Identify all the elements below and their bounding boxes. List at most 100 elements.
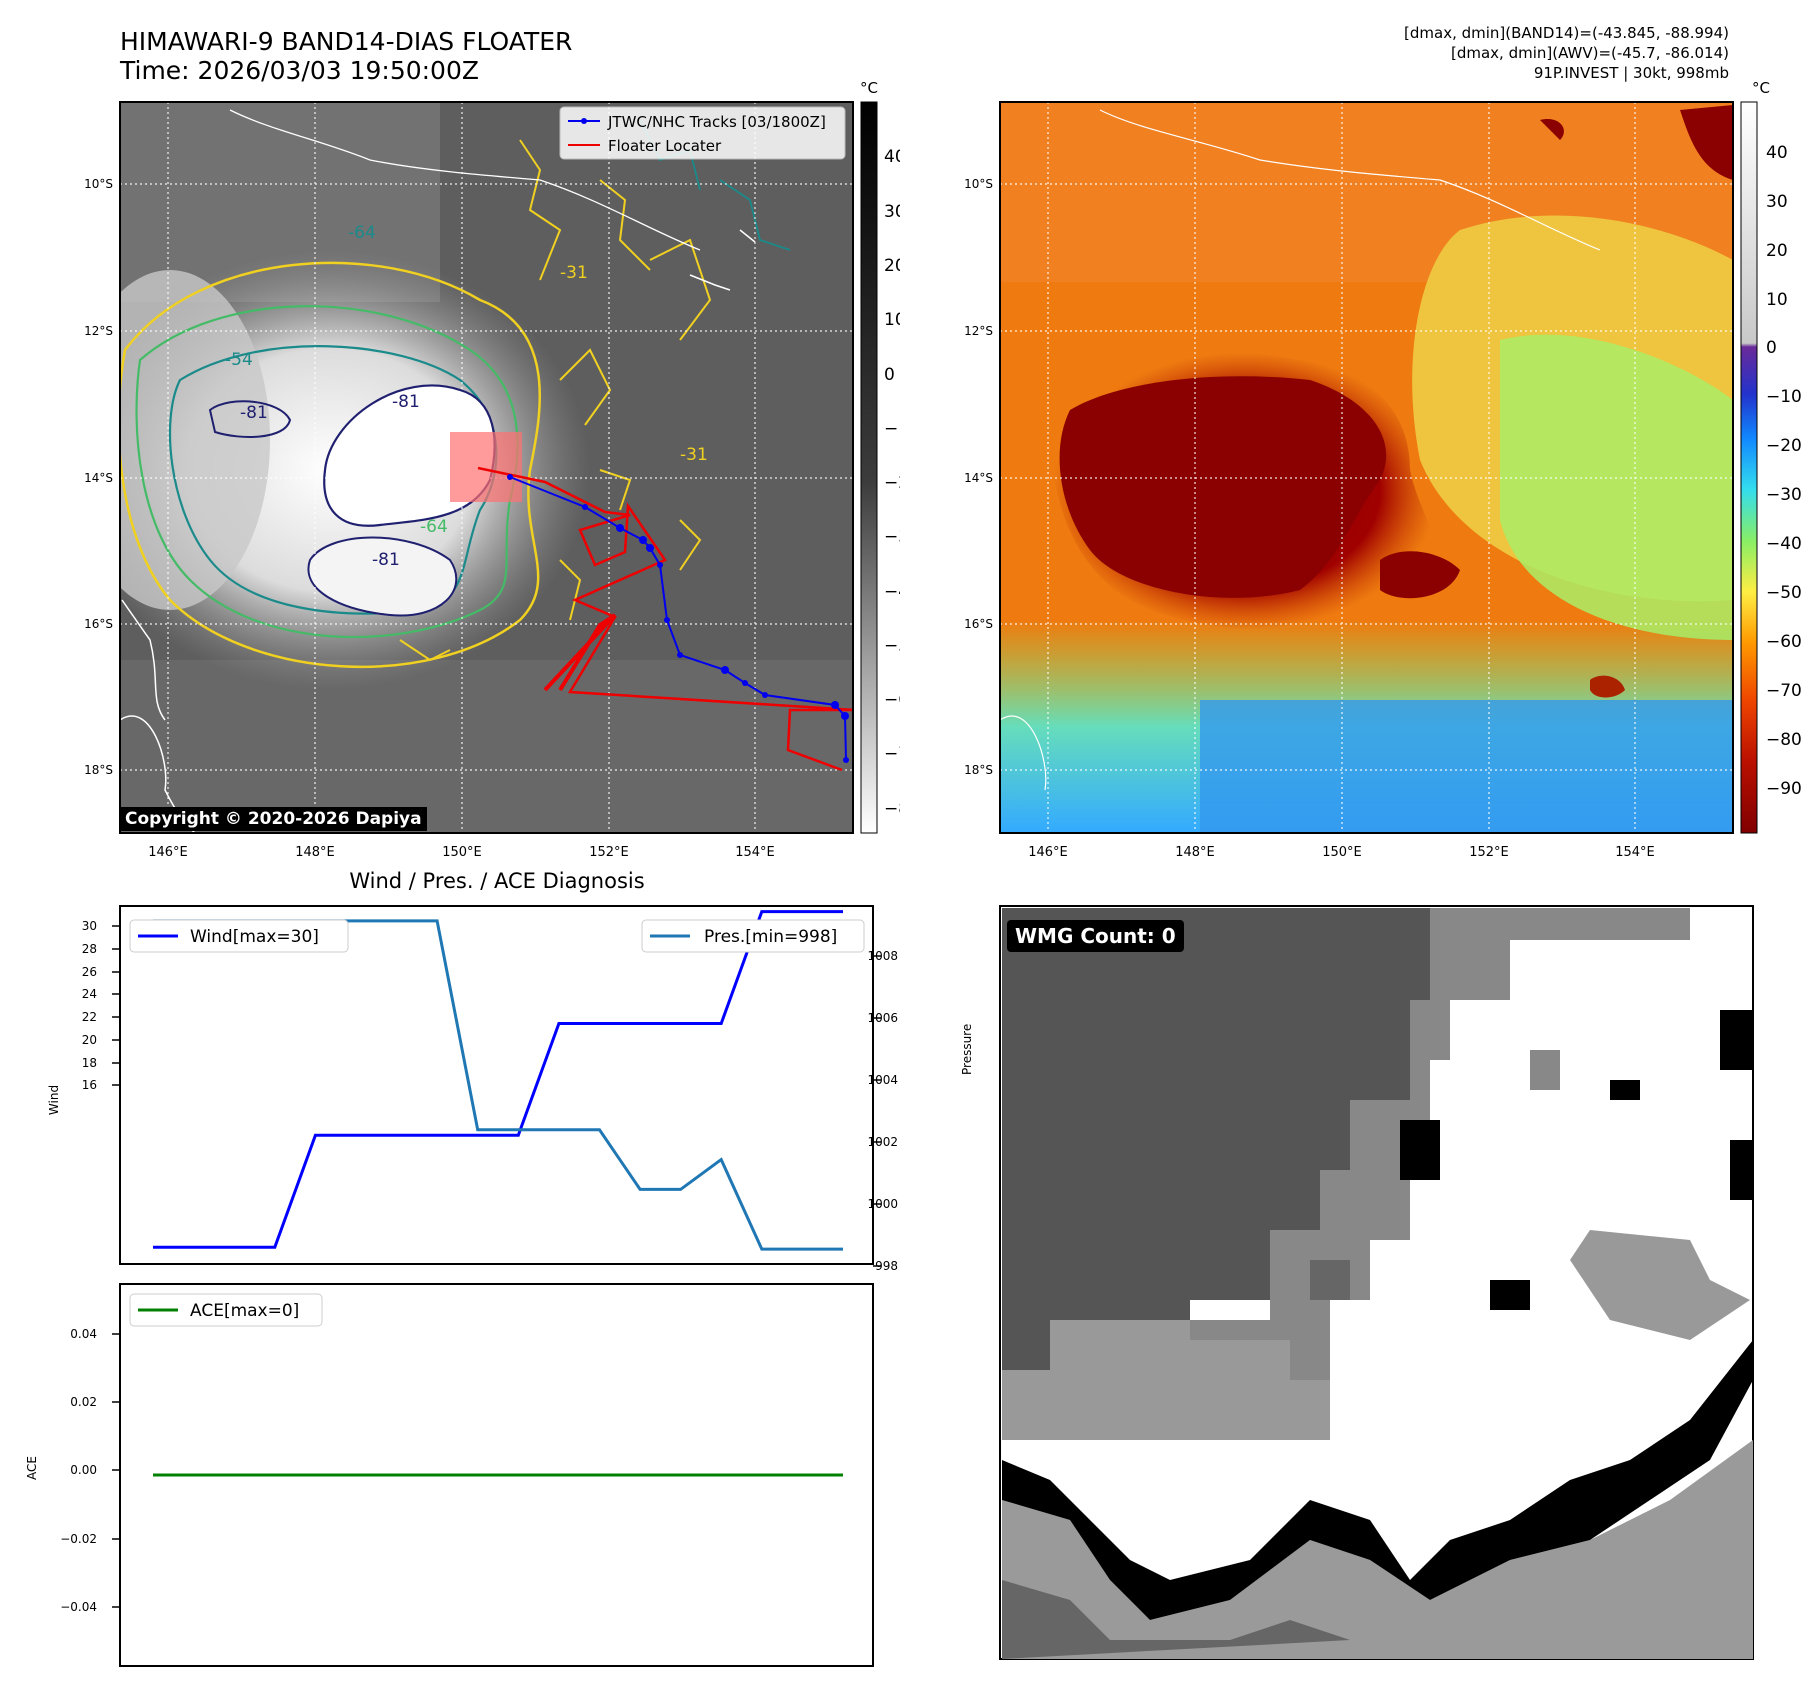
- pres-tick: 1000: [867, 1197, 898, 1211]
- colorbar-tick: −70: [1766, 681, 1802, 701]
- contour-navy-south: [307, 536, 458, 617]
- wind-tick: 20: [82, 1033, 97, 1047]
- wind-tick: 24: [82, 987, 97, 1001]
- colorbar-tick: −70: [884, 744, 900, 764]
- colorbar-tick: −90: [1766, 779, 1802, 799]
- enhanced-lon-labels: 146°E 148°E 150°E 152°E 154°E: [1028, 845, 1655, 860]
- colorbar-tick: −30: [1766, 485, 1802, 505]
- colorbar-tick: 0: [884, 365, 895, 385]
- contour-label: -31: [560, 263, 588, 283]
- legend-locater-label: Floater Locater: [608, 137, 722, 155]
- wind-legend: [129, 919, 349, 953]
- contour-label: -81: [240, 403, 268, 423]
- ace-tick: 0.02: [70, 1395, 97, 1409]
- contour-yellow: [120, 261, 541, 668]
- colorbar-tick: 40: [1766, 143, 1788, 163]
- ir-colorbar-ticks: 40 30 20 10 0 −10 −20 −30 −40 −50 −60 −7…: [884, 147, 900, 819]
- wmg-panel: [999, 905, 1754, 1660]
- figure-time: Time: 2026/03/03 19:50:00Z: [120, 56, 479, 85]
- lat-label: 16°S: [964, 617, 993, 631]
- lat-label: 18°S: [964, 763, 993, 777]
- colorbar-tick: −20: [1766, 436, 1802, 456]
- pres-axis-label: Pressure: [960, 1023, 974, 1075]
- wind-tick: 30: [82, 919, 97, 933]
- contour-teal: [168, 345, 498, 615]
- pres-legend-label: Pres.[min=998]: [704, 927, 837, 947]
- jtwc-track-line: [509, 476, 847, 761]
- wmg-count-badge: WMG Count: 0: [1007, 920, 1184, 952]
- enhanced-colorbar-unit: °C: [1752, 79, 1770, 97]
- enhanced-colorbar-ticks: 40 30 20 10 0 −10 −20 −30 −40 −50 −60 −7…: [1766, 143, 1802, 799]
- lat-label: 10°S: [84, 177, 113, 191]
- colorbar-tick: −80: [1766, 730, 1802, 750]
- colorbar-tick: −10: [1766, 387, 1802, 407]
- copyright-badge: Copyright © 2020-2026 Dapiya: [120, 807, 427, 831]
- colorbar-tick: 10: [884, 310, 900, 330]
- enhanced-colorbar: [1740, 101, 1758, 834]
- colorbar-tick: −10: [884, 419, 900, 439]
- wmg-cell: [1720, 1010, 1753, 1070]
- lon-label: 146°E: [1028, 845, 1068, 860]
- contour-label: -81: [392, 392, 420, 412]
- enhanced-lat-labels: 10°S 12°S 14°S 16°S 18°S: [964, 177, 993, 777]
- wind-tick: 26: [82, 965, 97, 979]
- pres-ticks: 1008 1006 1004 1002 1000 998: [867, 949, 898, 1273]
- ir-frame: [119, 101, 854, 834]
- colorbar-tick: 30: [884, 202, 900, 222]
- ace-tick: 0.04: [70, 1327, 97, 1341]
- colorbar-tick: −30: [884, 527, 900, 547]
- ace-tick: −0.04: [60, 1600, 97, 1614]
- lat-label: 10°S: [964, 177, 993, 191]
- floater-locater-box: [450, 432, 522, 502]
- pres-legend: [641, 919, 865, 953]
- lon-label: 152°E: [589, 845, 629, 860]
- legend-track-label: JTWC/NHC Tracks [03/1800Z]: [607, 113, 826, 131]
- lat-label: 18°S: [84, 763, 113, 777]
- ir-panel: -54 -81 -81 -64 -31 -64 -31 -81 JTWC/NHC…: [84, 79, 900, 860]
- lat-label: 16°S: [84, 617, 113, 631]
- colorbar-tick: −20: [884, 473, 900, 493]
- floater-locater-path: [477, 466, 853, 772]
- lat-label: 14°S: [964, 471, 993, 485]
- ir-colorbar-unit: °C: [860, 79, 878, 97]
- pres-tick: 1004: [867, 1073, 898, 1087]
- enhanced-gridlines: [1000, 102, 1733, 833]
- colorbar-tick: −60: [884, 690, 900, 710]
- enhanced-frame: [999, 101, 1734, 834]
- wmg-cell: [1400, 1120, 1440, 1180]
- contour-label: -64: [348, 223, 376, 243]
- enhanced-isolated-cell: [1590, 675, 1625, 698]
- ir-lat-labels: 10°S 12°S 14°S 16°S 18°S: [84, 177, 113, 777]
- wind-ticks: 30 28 26 24 22 20 18 16: [82, 919, 97, 1092]
- lon-label: 146°E: [148, 845, 188, 860]
- legend-track-marker-icon: [581, 118, 587, 124]
- wmg-region-east: [1570, 1230, 1750, 1340]
- ir-colorbar: [860, 101, 878, 834]
- colorbar-tick: 10: [1766, 290, 1788, 310]
- colorbar-tick: −80: [884, 799, 900, 819]
- contour-green: [135, 305, 519, 639]
- colorbar-tick: 0: [1766, 338, 1777, 358]
- wmg-cell: [1310, 1260, 1350, 1300]
- colorbar-tick: 20: [884, 256, 900, 276]
- contour-yellow-scatter: [399, 139, 712, 662]
- figure-title: HIMAWARI-9 BAND14-DIAS FLOATER: [120, 27, 573, 56]
- wmg-cell: [1610, 1080, 1640, 1100]
- lon-label: 152°E: [1469, 845, 1509, 860]
- contour-label: -31: [680, 445, 708, 465]
- wind-pres-axes: [119, 905, 874, 1265]
- colorbar-tick: −50: [1766, 583, 1802, 603]
- coastline-png: [229, 109, 701, 251]
- wind-legend-label: Wind[max=30]: [190, 927, 319, 947]
- wind-tick: 18: [82, 1056, 97, 1070]
- info-awv: [dmax, dmin](AWV)=(-45.7, -86.014): [1450, 44, 1729, 62]
- ir-lon-labels: 146°E 148°E 150°E 152°E 154°E: [148, 845, 775, 860]
- lon-label: 148°E: [295, 845, 335, 860]
- info-band14: [dmax, dmin](BAND14)=(-43.845, -88.994): [1404, 24, 1729, 42]
- ir-gridlines: [120, 102, 853, 833]
- contour-label: -54: [225, 350, 253, 370]
- ace-tick: 0.00: [70, 1463, 97, 1477]
- wmg-region-dark: [1002, 908, 1430, 1370]
- contour-label: -64: [420, 517, 448, 537]
- contour-label: -81: [372, 550, 400, 570]
